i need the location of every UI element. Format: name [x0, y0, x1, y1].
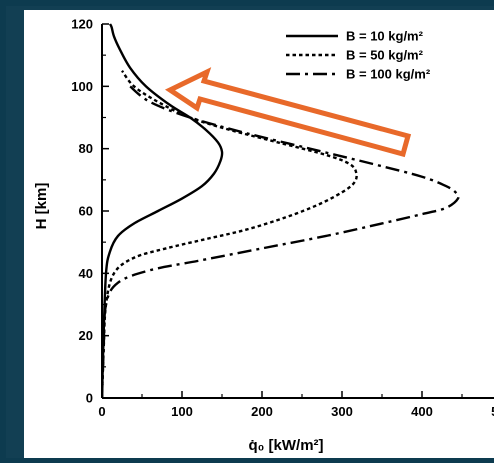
axis-ticks: 0 100 200 300 400 500 0 20 40 60 80 100 120 — [71, 17, 494, 420]
series-line-2 — [102, 70, 358, 399]
legend-label-3: B = 100 kg/m² — [346, 67, 431, 82]
x-tick-label: 100 — [171, 404, 193, 419]
heat-flux-chart: 0 100 200 300 400 500 0 20 40 60 80 100 120 q̇₀ [kW/… — [33, 17, 494, 454]
arrow-shape — [164, 67, 412, 158]
x-tick-label: 500 — [491, 404, 494, 419]
chart-panel: 0 100 200 300 400 500 0 20 40 60 80 100 120 q̇₀ [kW/… — [24, 10, 494, 458]
y-tick-label: 60 — [79, 204, 93, 219]
y-tick-label: 20 — [79, 328, 93, 343]
x-tick-label: 300 — [331, 404, 353, 419]
legend-label-2: B = 50 kg/m² — [346, 48, 424, 63]
trend-arrow-annotation — [164, 67, 412, 158]
x-axis-label: q̇₀ [kW/m²] — [248, 437, 323, 454]
x-tick-label: 200 — [251, 404, 273, 419]
series-layer — [102, 23, 460, 399]
y-tick-label: 0 — [86, 391, 93, 406]
legend: B = 10 kg/m² B = 50 kg/m² B = 100 kg/m² — [286, 29, 431, 82]
y-tick-label: 40 — [79, 266, 93, 281]
x-tick-label: 400 — [411, 404, 433, 419]
y-tick-label: 80 — [79, 141, 93, 156]
y-axis-label: H [km] — [33, 183, 50, 230]
y-tick-label: 120 — [71, 17, 93, 32]
x-tick-label: 0 — [98, 404, 105, 419]
y-tick-label: 100 — [71, 79, 93, 94]
series-line-1 — [102, 23, 224, 399]
legend-label-1: B = 10 kg/m² — [346, 29, 424, 44]
series-line-3 — [102, 85, 460, 399]
